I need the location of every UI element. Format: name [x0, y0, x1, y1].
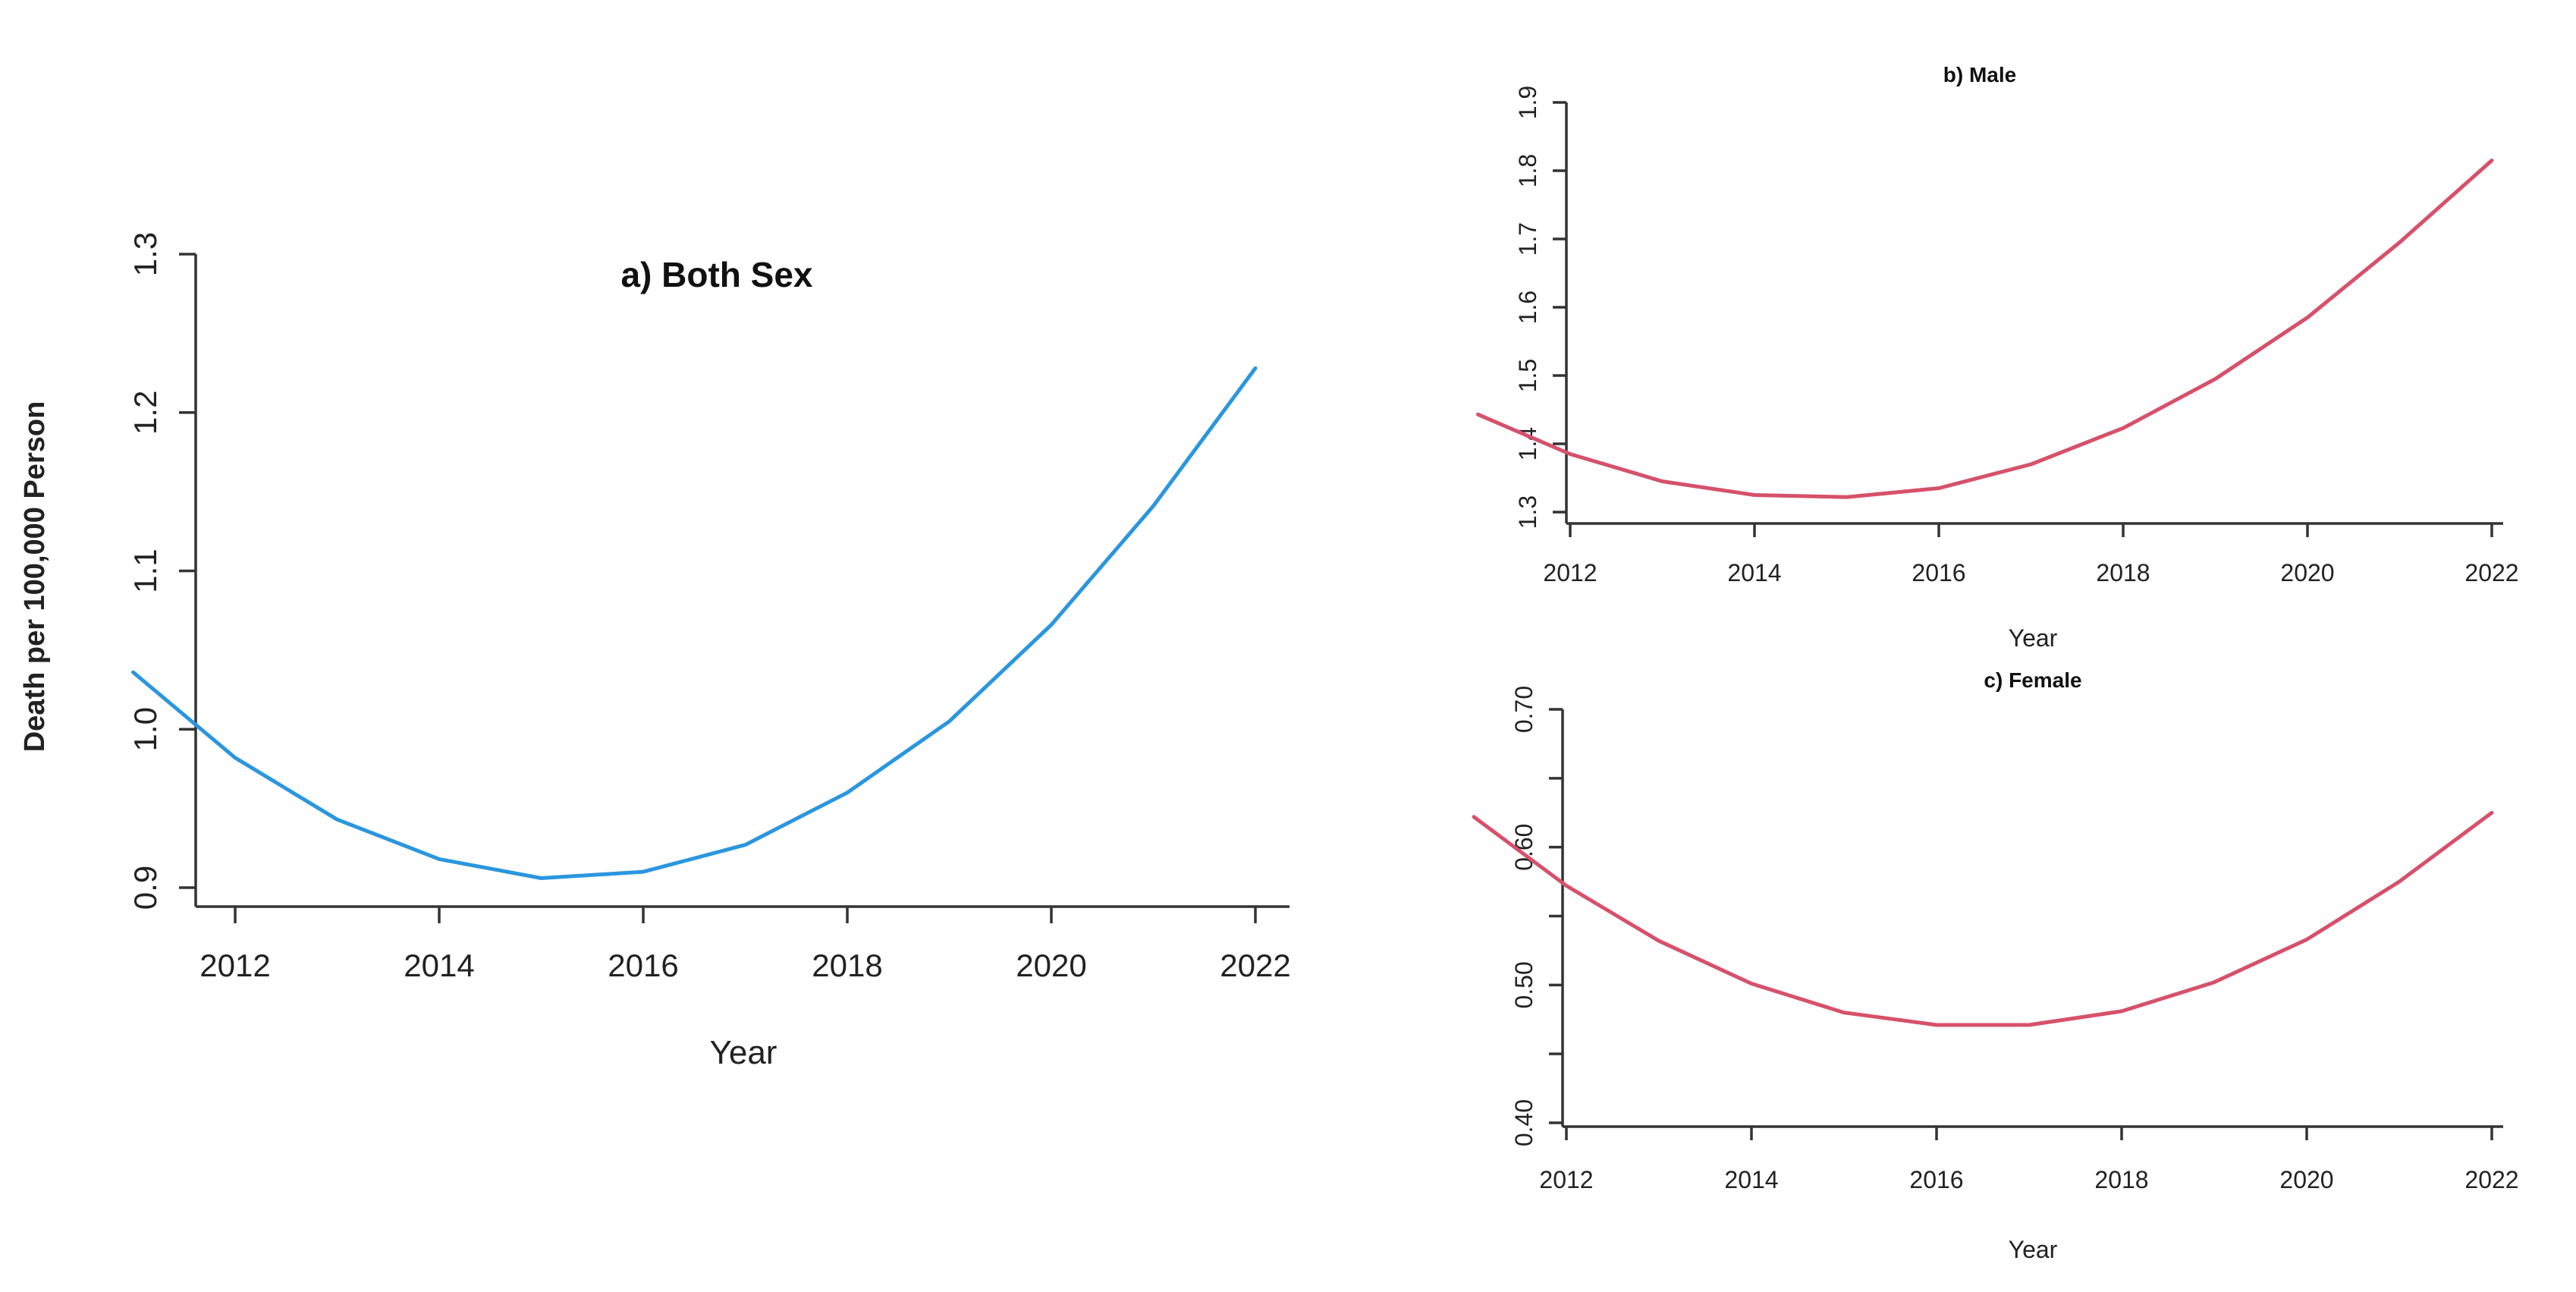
both-sex-x-tick-label: 2020 [1016, 948, 1086, 983]
female-data-point [2305, 938, 2308, 941]
both-sex-y-tick-label: 1.0 [127, 707, 163, 751]
female-series-line [1472, 810, 2494, 1027]
male-x-tick-label: 2022 [2464, 559, 2518, 586]
male-data-point [2306, 316, 2309, 319]
both-sex-data-point [1254, 366, 1257, 369]
both-sex-data-point [744, 844, 747, 847]
male-x-tick-label: 2020 [2280, 559, 2334, 586]
male-data-point [2122, 426, 2125, 429]
male-data-point [1661, 480, 1664, 483]
female-data-point [1565, 885, 1568, 888]
both-sex-y-tick-label: 1.1 [127, 549, 163, 593]
both-sex-data-point [234, 756, 237, 759]
male-data-point [1477, 413, 1480, 416]
female-x-tick-label: 2018 [2094, 1166, 2148, 1193]
male-data-point [1569, 453, 1572, 456]
female-y-tick-label: 0.70 [1510, 686, 1538, 733]
male-x-axis-label: Year [2009, 624, 2058, 652]
both-sex-data-point [336, 818, 339, 821]
panel-male: 2012 2014 2016 2018 2020 20221.31.41.51.61.71… [1476, 63, 2519, 652]
both-sex-x-axis-label: Year [710, 1034, 778, 1071]
both-sex-data-point [846, 791, 849, 794]
female-data-point [1657, 939, 1660, 942]
female-data-point [1842, 1011, 1846, 1014]
both-sex-data-point [948, 720, 951, 723]
both-sex-series-line [131, 366, 1258, 880]
both-sex-data-point [1050, 623, 1053, 626]
male-y-tick-label: 1.6 [1514, 291, 1541, 324]
both-sex-y-tick-label: 1.2 [127, 391, 163, 435]
both-sex-y-tick-label: 1.3 [127, 232, 163, 276]
male-data-point [2399, 241, 2402, 244]
male-x-tick-label: 2018 [2096, 559, 2150, 586]
both-sex-data-point [642, 870, 645, 873]
male-y-tick-label: 1.7 [1514, 222, 1541, 256]
male-y-tick-label: 1.3 [1514, 495, 1541, 529]
female-data-point [2398, 880, 2401, 883]
both-sex-x-tick-label: 2022 [1220, 948, 1290, 983]
female-x-tick-label: 2016 [1909, 1166, 1963, 1193]
female-data-point [2120, 1010, 2123, 1013]
both-sex-x-tick-label: 2016 [608, 948, 678, 983]
both-sex-x-tick-label: 2018 [812, 948, 882, 983]
male-data-point [2030, 463, 2033, 466]
male-y-tick-label: 1.5 [1514, 359, 1541, 392]
both-sex-x-tick-label: 2014 [404, 948, 474, 983]
female-data-point [1750, 982, 1753, 986]
male-data-point [1753, 494, 1756, 497]
both-sex-data-point [540, 876, 543, 879]
male-data-point [1846, 495, 1849, 498]
male-x-tick-label: 2016 [1912, 559, 1965, 586]
female-data-point [2028, 1023, 2031, 1026]
panel-both-sex: 2012 2014 2016 2018 2020 2022 0.9 1.0 1.1 1.2 1.3 a… [19, 232, 1291, 1071]
both-sex-data-point [438, 857, 441, 860]
female-chart-title: c) Female [1984, 668, 2081, 692]
female-x-axis-label: Year [2009, 1236, 2058, 1263]
female-data-point [2490, 811, 2493, 814]
panel-female: 2012 2014 2016 2018 2020 20220.400.500.600.70… [1472, 668, 2519, 1263]
male-x-tick-label: 2014 [1727, 559, 1781, 586]
female-x-tick-label: 2012 [1539, 1166, 1593, 1193]
female-x-tick-label: 2020 [2279, 1166, 2333, 1193]
female-x-tick-label: 2014 [1724, 1166, 1778, 1193]
male-data-point [2490, 159, 2493, 162]
female-data-point [1935, 1023, 1938, 1026]
male-y-tick-label: 1.9 [1514, 86, 1541, 119]
female-x-tick-label: 2022 [2464, 1166, 2518, 1193]
both-sex-chart-title: a) Both Sex [620, 255, 812, 294]
female-y-tick-label: 0.40 [1510, 1099, 1538, 1146]
female-y-tick-label: 0.50 [1510, 961, 1538, 1008]
both-sex-data-point [1152, 505, 1155, 508]
both-sex-y-axis-label: Death per 100,000 Person [19, 401, 51, 753]
male-series-line [1476, 159, 2494, 499]
male-chart-title: b) Male [1943, 63, 2016, 86]
female-data-point [2213, 981, 2216, 984]
male-y-tick-label: 1.8 [1514, 154, 1541, 187]
male-data-point [2214, 378, 2217, 381]
both-sex-y-tick-label: 0.9 [127, 866, 163, 910]
both-sex-x-tick-label: 2012 [199, 948, 270, 983]
both-sex-data-point [132, 671, 135, 674]
male-data-point [1937, 487, 1940, 490]
male-x-tick-label: 2012 [1543, 559, 1597, 586]
female-data-point [1472, 816, 1475, 819]
